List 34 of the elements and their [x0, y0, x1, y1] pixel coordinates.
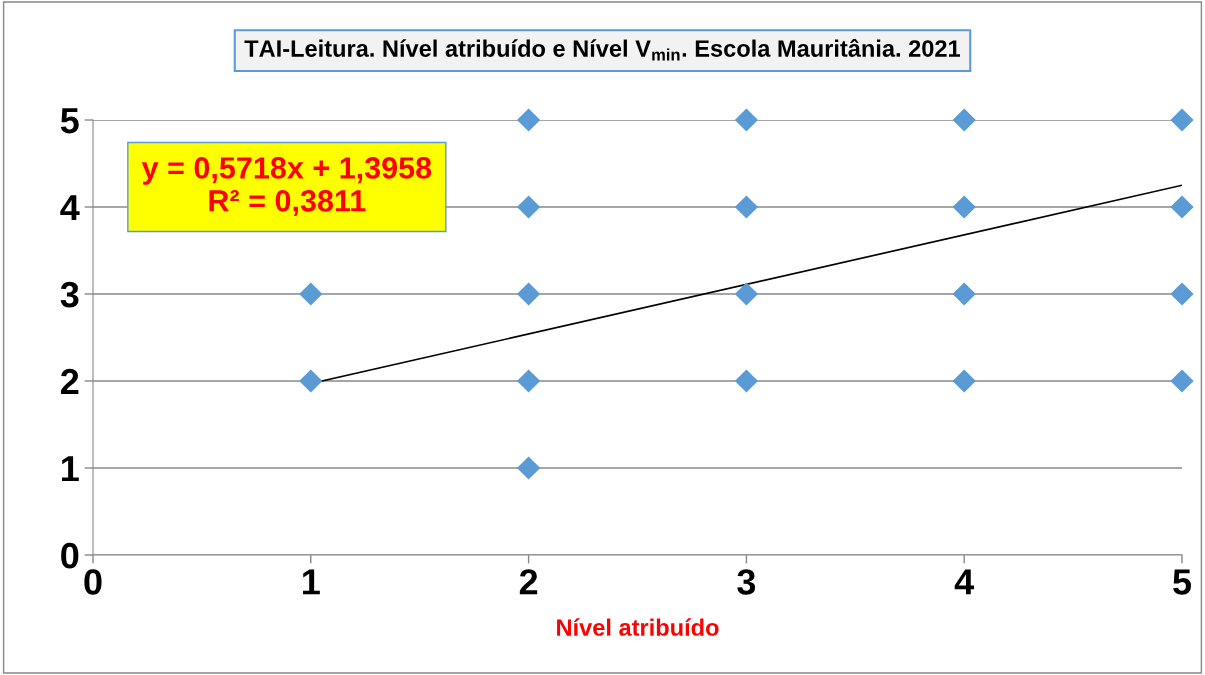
point — [952, 195, 976, 219]
point — [516, 108, 541, 132]
point — [952, 282, 976, 306]
point — [516, 282, 541, 306]
annotation: y = 0,5718x + 1,3958 R² = 0,3811 — [141, 157, 432, 217]
point — [1170, 108, 1194, 132]
x-tick-label: 1 — [303, 569, 320, 595]
y-tick-label: 4 — [60, 195, 80, 221]
x-tick-label: 2 — [519, 569, 538, 595]
y-tick-label: 2 — [60, 368, 79, 395]
point — [734, 108, 759, 132]
point — [299, 282, 323, 306]
x-tick-label: 5 — [1173, 569, 1192, 595]
point — [516, 195, 541, 219]
y-tick-label: 3 — [60, 281, 79, 308]
point — [299, 369, 323, 393]
x-tick-label: 4 — [954, 569, 975, 595]
point — [734, 282, 759, 306]
point — [1170, 282, 1194, 306]
point — [952, 108, 976, 132]
x-tick-label: 3 — [737, 569, 756, 595]
point — [516, 456, 541, 480]
y-tick-label: 1 — [62, 456, 79, 482]
y-tick-label: 5 — [60, 108, 79, 134]
point — [952, 369, 976, 393]
chart-title: TAI-Leitura. Nível atribuído e Nível V$_{min}$. Escola Mauritânia. 2021 — [244, 39, 961, 61]
x-tick-label: 0 — [84, 569, 102, 595]
point — [1170, 369, 1194, 393]
x-axis-title: Nível atribuído — [557, 618, 719, 636]
y-tick-label: 0 — [61, 542, 79, 569]
point — [516, 369, 541, 393]
point — [1170, 195, 1194, 219]
point — [734, 369, 759, 393]
point — [734, 195, 759, 219]
